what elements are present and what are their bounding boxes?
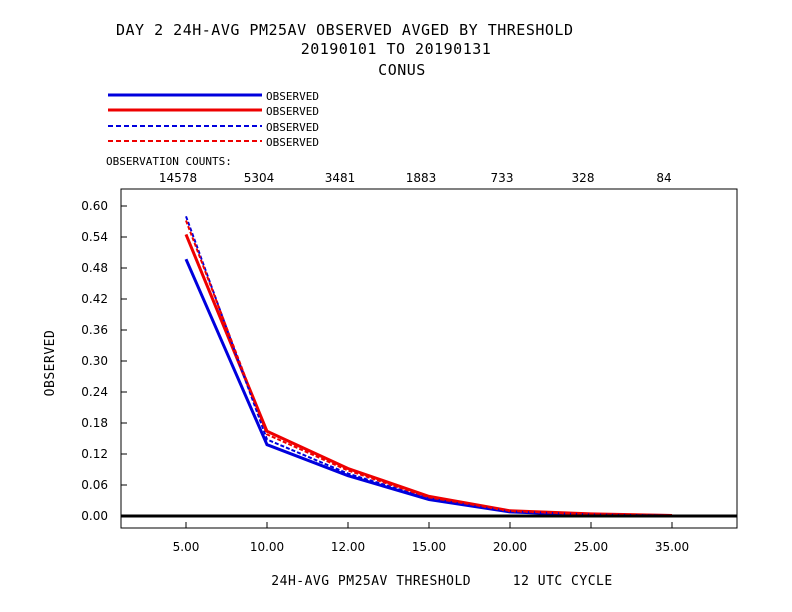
legend-label-3: OBSERVED bbox=[266, 121, 319, 134]
legend-label-1: OBSERVED bbox=[266, 90, 319, 103]
y-tick-label: 0.54 bbox=[81, 230, 108, 244]
x-axis-label: 24H-AVG PM25AV THRESHOLD 12 UTC CYCLE bbox=[271, 574, 612, 589]
observation-count: 733 bbox=[491, 171, 514, 185]
legend-label-4: OBSERVED bbox=[266, 136, 319, 149]
observation-counts: 14578 5304 3481 1883 733 328 84 bbox=[159, 171, 672, 185]
legend: OBSERVED OBSERVED OBSERVED OBSERVED bbox=[108, 90, 319, 149]
observation-counts-label: OBSERVATION COUNTS: bbox=[106, 155, 232, 168]
y-tick-label: 0.48 bbox=[81, 261, 108, 275]
chart-date-range: 20190101 TO 20190131 bbox=[301, 40, 492, 58]
plot-frame bbox=[120, 188, 738, 529]
y-tick-label: 0.18 bbox=[81, 416, 108, 430]
observation-count: 5304 bbox=[244, 171, 275, 185]
y-axis: 0.00 0.06 0.12 0.18 0.24 0.30 0.36 0.42 0.48 0.54… bbox=[81, 199, 127, 523]
observation-count: 1883 bbox=[406, 171, 437, 185]
y-tick-label: 0.00 bbox=[81, 509, 108, 523]
series-line-4 bbox=[185, 220, 673, 517]
observation-count: 84 bbox=[656, 171, 671, 185]
x-tick-label: 12.00 bbox=[331, 540, 365, 554]
chart-region: CONUS bbox=[378, 61, 426, 79]
y-tick-label: 0.12 bbox=[81, 447, 108, 461]
observation-count: 3481 bbox=[325, 171, 356, 185]
y-tick-label: 0.30 bbox=[81, 354, 108, 368]
legend-label-2: OBSERVED bbox=[266, 105, 319, 118]
y-tick-label: 0.24 bbox=[81, 385, 108, 399]
series-line-1 bbox=[184, 258, 673, 517]
observation-count: 14578 bbox=[159, 171, 197, 185]
y-axis-label: OBSERVED bbox=[43, 330, 58, 397]
y-tick-label: 0.60 bbox=[81, 199, 108, 213]
x-tick-label: 20.00 bbox=[493, 540, 527, 554]
series-line-3 bbox=[185, 215, 673, 517]
y-tick-label: 0.06 bbox=[81, 478, 108, 492]
y-tick-label: 0.36 bbox=[81, 323, 108, 337]
series-lines bbox=[184, 215, 673, 517]
observation-count: 328 bbox=[572, 171, 595, 185]
y-tick-label: 0.42 bbox=[81, 292, 108, 306]
x-tick-label: 10.00 bbox=[250, 540, 284, 554]
chart-title: DAY 2 24H-AVG PM25AV OBSERVED AVGED BY T… bbox=[116, 21, 573, 39]
x-tick-label: 5.00 bbox=[173, 540, 200, 554]
x-tick-label: 25.00 bbox=[574, 540, 608, 554]
x-axis: 5.00 10.00 12.00 15.00 20.00 25.00 35.00 bbox=[173, 522, 689, 554]
x-tick-label: 15.00 bbox=[412, 540, 446, 554]
x-tick-label: 35.00 bbox=[655, 540, 689, 554]
series-line-2 bbox=[184, 233, 673, 517]
